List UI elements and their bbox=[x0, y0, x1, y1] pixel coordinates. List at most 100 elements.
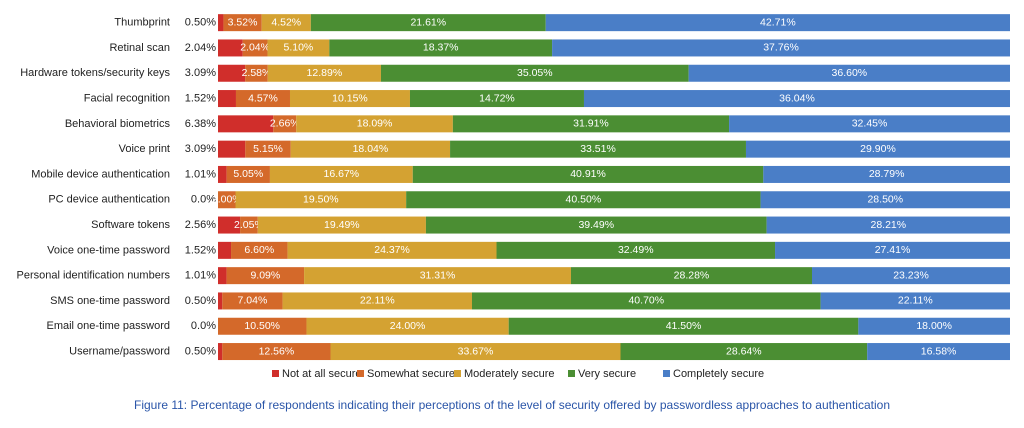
bar-segment bbox=[218, 292, 223, 310]
value-label: 12.89% bbox=[307, 67, 343, 79]
bar-segment bbox=[218, 216, 241, 234]
bar-segment bbox=[222, 343, 331, 361]
value-label: 40.50% bbox=[566, 194, 602, 206]
value-label: 1.52% bbox=[185, 92, 216, 104]
value-label: 22.11% bbox=[360, 295, 395, 307]
value-label: 37.76% bbox=[763, 42, 799, 54]
bar-segment bbox=[310, 14, 546, 32]
value-label: 40.70% bbox=[628, 295, 664, 307]
value-label: 0.0% bbox=[191, 194, 216, 206]
bar-segment bbox=[409, 90, 584, 108]
category-label: Thumbprint bbox=[114, 17, 170, 29]
caption: Figure 11: Percentage of respondents ind… bbox=[134, 398, 890, 412]
value-label: 28.64% bbox=[726, 345, 762, 357]
value-label: 32.49% bbox=[618, 244, 654, 256]
value-label: 22.11% bbox=[898, 295, 933, 307]
value-label: 42.71% bbox=[760, 16, 796, 28]
bar-segment bbox=[218, 317, 307, 335]
value-label: 28.79% bbox=[869, 168, 905, 180]
value-label: 18.37% bbox=[423, 42, 459, 54]
value-label: 2.05% bbox=[234, 219, 264, 231]
value-label: 16.58% bbox=[921, 345, 957, 357]
value-label: 4.57% bbox=[248, 92, 278, 104]
bar-segment bbox=[218, 14, 224, 32]
bar-segment bbox=[412, 165, 764, 183]
bar-segment bbox=[273, 115, 297, 133]
bar-segment bbox=[226, 267, 305, 285]
bar-segment bbox=[231, 241, 288, 259]
bar-segment bbox=[620, 343, 868, 361]
category-label: Hardware tokens/security keys bbox=[20, 67, 170, 79]
bar-segment bbox=[267, 39, 330, 57]
value-label: 3.09% bbox=[185, 67, 216, 79]
value-label: 0.0% bbox=[191, 320, 216, 332]
value-label: 14.72% bbox=[479, 92, 515, 104]
legend-label: Very secure bbox=[578, 368, 636, 380]
bar-segment bbox=[289, 90, 410, 108]
bar-segment bbox=[242, 39, 268, 57]
value-label: 2.56% bbox=[185, 219, 216, 231]
bar-segment bbox=[245, 64, 268, 82]
bar-segment bbox=[570, 267, 812, 285]
value-label: 3.52% bbox=[228, 16, 258, 28]
value-label: 2.58% bbox=[242, 67, 272, 79]
bar-segment bbox=[766, 216, 1010, 234]
legend-swatch bbox=[357, 370, 364, 377]
value-label: 6.60% bbox=[244, 244, 274, 256]
value-label: 9.09% bbox=[250, 269, 280, 281]
bar-segment bbox=[304, 267, 571, 285]
category-label: Retinal scan bbox=[109, 42, 170, 54]
bar-segment bbox=[820, 292, 1010, 310]
value-label: 6.38% bbox=[185, 118, 216, 130]
value-label: 10.15% bbox=[332, 92, 368, 104]
value-label: 7.04% bbox=[238, 295, 268, 307]
bar-segment bbox=[218, 140, 246, 158]
legend-label: Somewhat secure bbox=[367, 368, 455, 380]
bar-segment bbox=[760, 191, 1010, 209]
value-label: 0.50% bbox=[185, 345, 216, 357]
value-label: 18.09% bbox=[357, 118, 393, 130]
legend-label: Moderately secure bbox=[464, 368, 555, 380]
value-label: 2.00% bbox=[212, 194, 242, 206]
value-label: 31.31% bbox=[420, 269, 456, 281]
bar-segment bbox=[496, 241, 776, 259]
value-label: 16.67% bbox=[324, 168, 360, 180]
bar-segment bbox=[812, 267, 1010, 285]
bar-segment bbox=[223, 14, 262, 32]
bar-segment bbox=[235, 90, 290, 108]
bar-segment bbox=[218, 90, 236, 108]
value-label: 36.04% bbox=[779, 92, 815, 104]
bar-segment bbox=[218, 343, 223, 361]
bar-segment bbox=[306, 317, 509, 335]
value-label: 1.01% bbox=[185, 168, 216, 180]
category-label: Behavioral biometrics bbox=[65, 118, 171, 130]
value-label: 35.05% bbox=[517, 67, 553, 79]
value-label: 2.04% bbox=[185, 42, 216, 54]
category-label: Username/password bbox=[69, 345, 170, 357]
value-label: 32.45% bbox=[852, 118, 888, 130]
category-label: Email one-time password bbox=[47, 320, 171, 332]
value-label: 28.28% bbox=[674, 269, 710, 281]
value-label: 2.66% bbox=[270, 118, 300, 130]
legend-swatch bbox=[663, 370, 670, 377]
bar-segment bbox=[450, 140, 746, 158]
bar-segment bbox=[471, 292, 821, 310]
value-label: 27.41% bbox=[875, 244, 911, 256]
category-label: Software tokens bbox=[91, 219, 170, 231]
bar-segment bbox=[218, 241, 232, 259]
bar-segment bbox=[583, 90, 1010, 108]
value-label: 5.10% bbox=[284, 42, 314, 54]
legend-label: Completely secure bbox=[673, 368, 764, 380]
bar-segment bbox=[425, 216, 767, 234]
value-label: 31.91% bbox=[573, 118, 609, 130]
value-label: 28.21% bbox=[870, 219, 906, 231]
value-label: 41.50% bbox=[666, 320, 702, 332]
value-label: 19.50% bbox=[303, 194, 339, 206]
value-label: 1.52% bbox=[185, 244, 216, 256]
value-label: 19.49% bbox=[324, 219, 360, 231]
bar-segment bbox=[508, 317, 859, 335]
bar-segment bbox=[222, 292, 283, 310]
legend-swatch bbox=[568, 370, 575, 377]
value-label: 12.56% bbox=[259, 345, 295, 357]
